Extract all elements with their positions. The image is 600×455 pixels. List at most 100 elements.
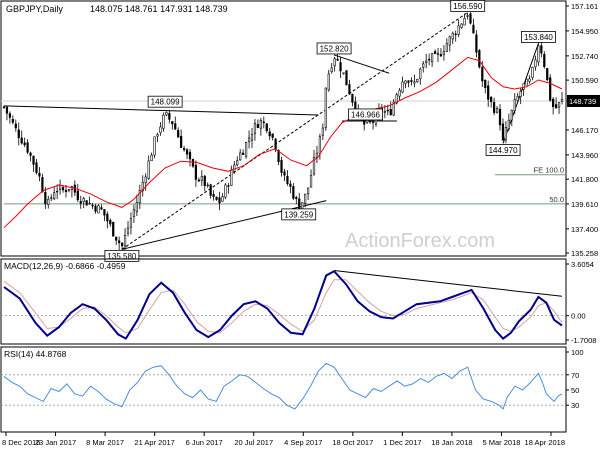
candle-body	[56, 190, 59, 193]
candle-body	[97, 205, 100, 214]
candle-body	[123, 234, 127, 247]
candle-body	[348, 84, 351, 95]
candle-body	[407, 80, 410, 83]
rsi-panel: RSI(14) 44.8768 100 70 50 30	[0, 346, 584, 433]
candle-body	[306, 187, 310, 195]
candle-body	[466, 15, 469, 17]
candle-body	[451, 32, 454, 40]
candle-body	[309, 175, 313, 188]
x-tick-label: 8 Mar 2017	[86, 438, 124, 447]
y-tick-label: 135.258	[571, 249, 598, 258]
y-tick-label: 137.400	[571, 225, 598, 234]
candle-body	[82, 198, 85, 202]
candle-body	[371, 121, 375, 124]
price-annotation: 139.259	[284, 210, 313, 219]
candle-body	[312, 156, 316, 175]
candle-body	[239, 152, 242, 161]
candle-body	[280, 160, 283, 173]
candle-body	[132, 209, 136, 217]
candle-body	[546, 68, 549, 81]
y-tick-label: 50	[571, 386, 579, 395]
candle-body	[79, 201, 82, 204]
candle-body	[422, 63, 425, 68]
candle-body	[44, 192, 47, 205]
candle-body	[469, 13, 472, 24]
candle-body	[442, 51, 446, 55]
candle-body	[428, 58, 431, 61]
candle-body	[492, 102, 496, 113]
candle-body	[150, 154, 153, 162]
price-panel: GBPJPY,Daily 148.075 148.761 147.931 148…	[0, 0, 600, 262]
candle-body	[120, 242, 124, 247]
candle-body	[165, 111, 168, 116]
candle-body	[295, 197, 298, 199]
candle-body	[342, 72, 345, 74]
candle-body	[339, 62, 342, 72]
candle-body	[330, 67, 333, 73]
x-tick-label: 23 Jan 2017	[35, 438, 76, 447]
candle-body	[413, 81, 416, 84]
candle-body	[386, 109, 389, 112]
rsi-line	[3, 362, 563, 410]
candle-body	[525, 78, 528, 86]
candle-body	[206, 184, 209, 187]
candle-body	[14, 123, 17, 129]
candle-body	[463, 18, 466, 26]
candle-body	[333, 58, 336, 67]
candle-body	[472, 24, 475, 34]
candle-body	[23, 142, 26, 146]
candle-body	[250, 134, 254, 141]
candle-body	[100, 207, 103, 210]
price-annotation: 156.590	[453, 2, 482, 11]
candle-body	[221, 196, 224, 202]
candle-body	[203, 175, 206, 186]
candle-body	[454, 33, 457, 36]
candle-body	[209, 184, 212, 196]
candle-body	[218, 197, 221, 204]
candle-body	[522, 83, 525, 90]
candle-body	[67, 189, 71, 191]
candle-body	[513, 99, 516, 112]
candle-body	[61, 187, 65, 191]
candle-body	[262, 121, 265, 124]
watermark: ActionForex.com	[345, 230, 495, 252]
y-tick-label: 100	[571, 348, 584, 357]
candle-body	[177, 130, 180, 138]
price-annotation-box	[450, 0, 486, 12]
candle-body	[50, 197, 53, 199]
candle-body	[425, 60, 428, 63]
candle-body	[215, 196, 218, 200]
candle-body	[507, 119, 510, 130]
candle-body	[94, 205, 97, 212]
macd-signal-line	[3, 279, 563, 334]
trendline	[333, 54, 390, 74]
candle-body	[534, 59, 537, 68]
candle-body	[351, 93, 354, 103]
candle-body	[106, 213, 109, 222]
x-tick-label: 5 Mar 2018	[482, 438, 520, 447]
candle-body	[91, 204, 94, 207]
candle-body	[318, 136, 322, 154]
y-tick-label: 139.610	[571, 200, 598, 209]
price-annotation: 152.820	[320, 44, 349, 53]
candle-body	[159, 126, 162, 133]
price-annotation: 144.970	[489, 146, 518, 155]
candle-body	[549, 77, 552, 101]
price-annotation-box	[147, 95, 183, 108]
x-tick-label: 6 Jun 2017	[186, 438, 223, 447]
candle-body	[528, 78, 531, 82]
candle-body	[212, 194, 215, 197]
price-annotation-box	[281, 208, 317, 221]
candle-body	[277, 149, 280, 163]
y-tick-label: 146.170	[571, 126, 598, 135]
candle-body	[304, 193, 307, 204]
candle-body	[188, 151, 192, 160]
candle-body	[531, 67, 534, 79]
y-tick-label: 157.161	[571, 2, 598, 11]
candle-body	[283, 171, 286, 176]
candle-body	[17, 129, 20, 139]
last-price-label: 148.739	[569, 97, 596, 106]
candle-body	[256, 124, 260, 128]
candle-body	[475, 34, 478, 53]
